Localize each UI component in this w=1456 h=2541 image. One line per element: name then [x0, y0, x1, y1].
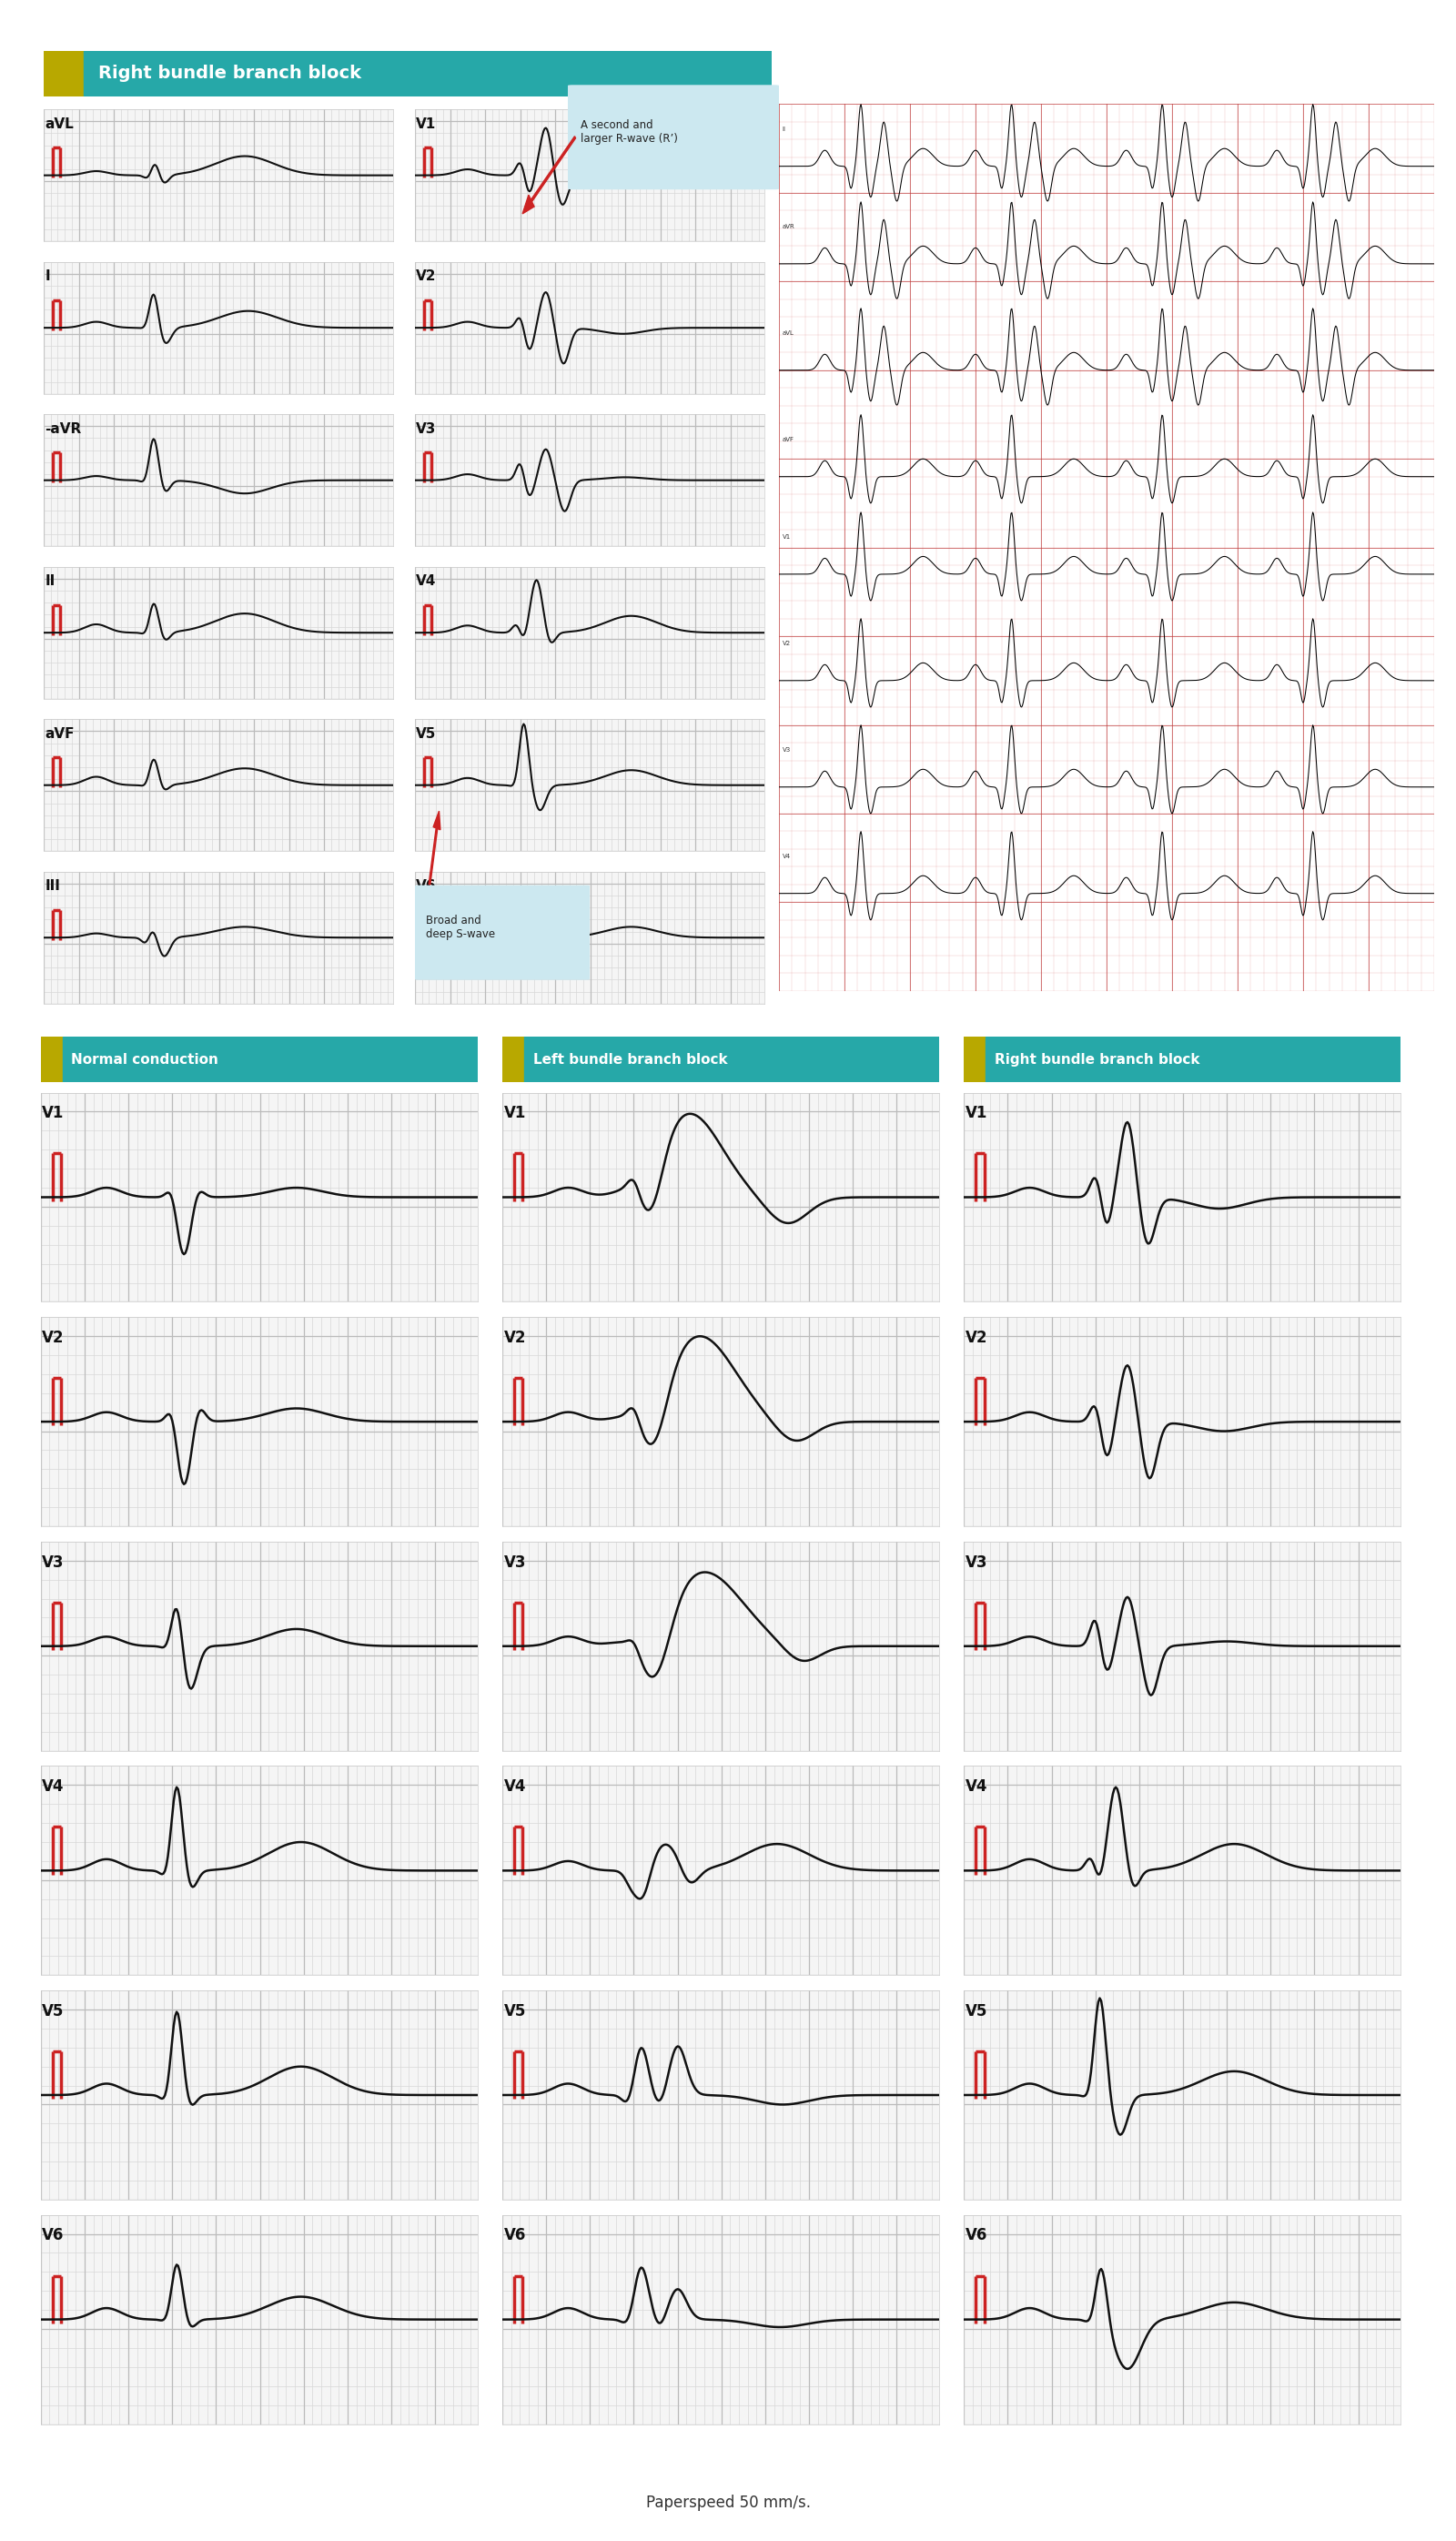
- Text: V3: V3: [504, 1555, 526, 1570]
- Text: aVL: aVL: [45, 117, 74, 130]
- Text: V6: V6: [416, 879, 437, 892]
- Bar: [41, 1037, 63, 1082]
- Text: V6: V6: [965, 2228, 987, 2244]
- Text: Right bundle branch block: Right bundle branch block: [994, 1052, 1200, 1067]
- FancyBboxPatch shape: [412, 884, 593, 981]
- Text: V1: V1: [965, 1105, 987, 1121]
- Text: III: III: [45, 879, 60, 892]
- Text: V2: V2: [42, 1329, 64, 1347]
- Text: V1: V1: [782, 534, 791, 539]
- Text: aVF: aVF: [782, 437, 794, 442]
- Text: aVR: aVR: [782, 224, 795, 229]
- Text: V2: V2: [965, 1329, 987, 1347]
- Text: V3: V3: [965, 1555, 987, 1570]
- Text: Right bundle branch block: Right bundle branch block: [99, 66, 361, 81]
- Text: V4: V4: [416, 574, 437, 587]
- Text: V1: V1: [42, 1105, 64, 1121]
- Text: V2: V2: [416, 269, 437, 282]
- Text: V4: V4: [42, 1779, 64, 1794]
- Text: V4: V4: [965, 1779, 987, 1794]
- Text: V5: V5: [416, 727, 437, 739]
- Text: Left bundle branch block: Left bundle branch block: [533, 1052, 728, 1067]
- Text: aVL: aVL: [782, 330, 794, 335]
- Text: V3: V3: [416, 422, 437, 435]
- Text: V2: V2: [782, 640, 791, 645]
- Text: V2: V2: [504, 1329, 526, 1347]
- Text: aVF: aVF: [45, 727, 74, 739]
- Text: V5: V5: [42, 2002, 64, 2020]
- Text: V1: V1: [504, 1105, 526, 1121]
- Text: I: I: [45, 269, 50, 282]
- FancyBboxPatch shape: [563, 84, 783, 191]
- Text: -aVR: -aVR: [45, 422, 82, 435]
- Bar: [964, 1037, 986, 1082]
- Text: II: II: [45, 574, 55, 587]
- Text: V3: V3: [42, 1555, 64, 1570]
- Text: V6: V6: [42, 2228, 64, 2244]
- Text: V4: V4: [782, 854, 791, 859]
- Text: II: II: [782, 127, 786, 132]
- Text: Broad and
deep S-wave: Broad and deep S-wave: [425, 915, 495, 940]
- Text: Normal conduction: Normal conduction: [71, 1052, 218, 1067]
- Text: A second and
larger R-wave (R’): A second and larger R-wave (R’): [581, 119, 677, 145]
- Text: V5: V5: [504, 2002, 526, 2020]
- Text: V3: V3: [782, 747, 791, 752]
- Bar: [502, 1037, 524, 1082]
- Text: V1: V1: [416, 117, 437, 130]
- Bar: [44, 51, 84, 97]
- Text: V6: V6: [504, 2228, 526, 2244]
- Text: V4: V4: [504, 1779, 526, 1794]
- Text: V5: V5: [965, 2002, 987, 2020]
- Text: Paperspeed 50 mm/s.: Paperspeed 50 mm/s.: [645, 2495, 811, 2511]
